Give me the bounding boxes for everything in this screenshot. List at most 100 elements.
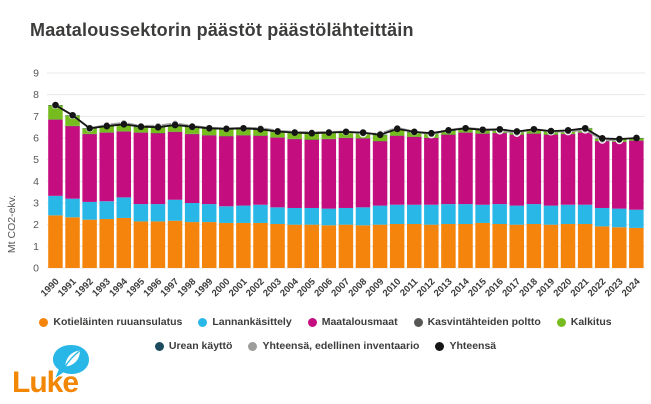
- bar-segment[interactable]: [65, 217, 80, 268]
- bar-group-2023[interactable]: [612, 139, 627, 268]
- bar-group-2021[interactable]: [577, 128, 593, 268]
- bar-segment[interactable]: [338, 138, 354, 208]
- bar-group-1990[interactable]: [48, 105, 63, 268]
- bar-segment[interactable]: [321, 208, 337, 226]
- bar-segment[interactable]: [219, 206, 234, 223]
- bar-segment[interactable]: [355, 207, 371, 226]
- bar-segment[interactable]: [526, 133, 542, 205]
- bar-segment[interactable]: [133, 221, 149, 268]
- bar-group-2000[interactable]: [219, 128, 234, 268]
- bar-segment[interactable]: [338, 224, 354, 268]
- bar-group-1995[interactable]: [133, 126, 149, 268]
- bar-segment[interactable]: [65, 198, 80, 218]
- bar-group-2011[interactable]: [407, 131, 422, 268]
- bar-segment[interactable]: [99, 132, 114, 202]
- bar-segment[interactable]: [509, 205, 524, 225]
- bar-segment[interactable]: [167, 125, 183, 132]
- bar-segment[interactable]: [424, 224, 439, 268]
- bar-segment[interactable]: [560, 204, 576, 225]
- bar-segment[interactable]: [577, 204, 593, 225]
- bar-segment[interactable]: [167, 131, 183, 200]
- bar-segment[interactable]: [612, 227, 627, 268]
- bar-segment[interactable]: [441, 204, 456, 225]
- bar-segment[interactable]: [236, 135, 251, 206]
- bar-group-2007[interactable]: [338, 131, 354, 268]
- bar-segment[interactable]: [82, 201, 97, 220]
- bar-group-1997[interactable]: [167, 125, 183, 268]
- bar-segment[interactable]: [629, 209, 644, 228]
- bar-segment[interactable]: [612, 141, 627, 209]
- bar-group-2013[interactable]: [441, 130, 456, 268]
- bar-segment[interactable]: [492, 133, 507, 205]
- bar-group-2016[interactable]: [492, 129, 507, 268]
- bar-segment[interactable]: [48, 215, 63, 268]
- bar-segment[interactable]: [270, 137, 285, 208]
- bar-segment[interactable]: [594, 226, 610, 268]
- bar-segment[interactable]: [594, 141, 610, 208]
- bar-segment[interactable]: [424, 204, 439, 225]
- bar-segment[interactable]: [509, 224, 524, 268]
- bar-segment[interactable]: [629, 227, 644, 268]
- bar-segment[interactable]: [201, 204, 217, 223]
- bar-segment[interactable]: [287, 207, 302, 225]
- bar-group-2002[interactable]: [253, 129, 268, 268]
- bar-segment[interactable]: [270, 224, 285, 268]
- bar-segment[interactable]: [526, 224, 542, 268]
- bar-segment[interactable]: [219, 129, 234, 137]
- legend-item-2[interactable]: Lannankäsittely: [198, 316, 292, 328]
- bar-segment[interactable]: [509, 134, 524, 206]
- bar-segment[interactable]: [116, 124, 132, 132]
- bar-segment[interactable]: [321, 139, 337, 209]
- bar-segment[interactable]: [99, 219, 114, 268]
- bar-segment[interactable]: [304, 224, 319, 268]
- bar-segment[interactable]: [441, 224, 456, 268]
- bar-segment[interactable]: [236, 222, 251, 268]
- bar-group-2019[interactable]: [543, 131, 559, 268]
- bar-segment[interactable]: [560, 224, 576, 268]
- bar-group-2003[interactable]: [270, 131, 285, 269]
- bar-group-2020[interactable]: [560, 130, 576, 268]
- bar-segment[interactable]: [389, 135, 405, 205]
- bar-group-2008[interactable]: [355, 132, 371, 268]
- bar-segment[interactable]: [270, 207, 285, 225]
- bar-segment[interactable]: [99, 201, 114, 220]
- bar-segment[interactable]: [475, 133, 490, 205]
- bar-segment[interactable]: [116, 131, 132, 198]
- bar-segment[interactable]: [65, 115, 80, 126]
- bar-segment[interactable]: [133, 204, 149, 222]
- bar-segment[interactable]: [48, 119, 63, 196]
- bar-group-1999[interactable]: [201, 128, 217, 268]
- bar-segment[interactable]: [65, 126, 80, 199]
- bar-segment[interactable]: [526, 204, 542, 225]
- bar-segment[interactable]: [253, 222, 268, 268]
- bar-group-1994[interactable]: [116, 124, 132, 268]
- bar-group-2018[interactable]: [526, 129, 542, 268]
- bar-segment[interactable]: [150, 204, 166, 222]
- bar-segment[interactable]: [184, 134, 200, 203]
- bar-segment[interactable]: [355, 225, 371, 268]
- bar-segment[interactable]: [116, 197, 132, 218]
- bar-group-2004[interactable]: [287, 132, 302, 268]
- bar-segment[interactable]: [219, 136, 234, 207]
- legend-item-3[interactable]: Maatalousmaat: [307, 316, 398, 328]
- bar-segment[interactable]: [219, 222, 234, 268]
- bar-segment[interactable]: [48, 105, 63, 120]
- bar-segment[interactable]: [543, 224, 559, 268]
- bar-group-1991[interactable]: [65, 115, 80, 268]
- bar-segment[interactable]: [372, 205, 388, 225]
- bar-group-1998[interactable]: [184, 126, 200, 268]
- bar-segment[interactable]: [407, 136, 422, 205]
- bar-segment[interactable]: [389, 204, 405, 225]
- bar-group-1992[interactable]: [82, 128, 97, 268]
- bar-group-2009[interactable]: [372, 134, 388, 268]
- bar-segment[interactable]: [492, 224, 507, 268]
- bar-segment[interactable]: [201, 128, 217, 136]
- bar-segment[interactable]: [407, 224, 422, 268]
- bar-segment[interactable]: [629, 140, 644, 210]
- bar-segment[interactable]: [304, 139, 319, 208]
- bar-segment[interactable]: [201, 222, 217, 268]
- bar-segment[interactable]: [577, 224, 593, 268]
- bar-segment[interactable]: [287, 224, 302, 268]
- bar-segment[interactable]: [184, 126, 200, 134]
- bar-group-1996[interactable]: [150, 127, 166, 268]
